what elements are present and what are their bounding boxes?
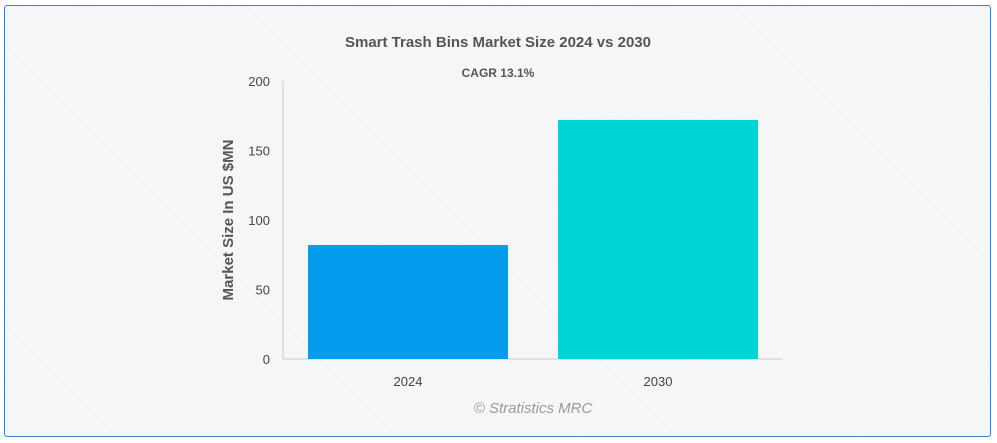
y-tick-label: 150 <box>248 144 270 159</box>
bar-2024[interactable] <box>308 245 508 359</box>
chart-title: Smart Trash Bins Market Size 2024 vs 203… <box>345 34 651 51</box>
y-tick-label: 50 <box>256 283 270 298</box>
bars <box>308 119 758 359</box>
x-tick-label: 2024 <box>394 374 423 389</box>
y-tick-label: 0 <box>263 352 270 367</box>
credit-text: © Stratistics MRC <box>474 400 593 417</box>
y-tick-label: 100 <box>248 213 270 228</box>
bar-2030[interactable] <box>558 119 758 359</box>
chart-subtitle: CAGR 13.1% <box>462 66 535 80</box>
x-tick-labels: 2024 2030 <box>394 374 673 389</box>
chart-frame <box>4 5 991 437</box>
y-tick-labels: 0 50 100 150 200 <box>248 74 270 367</box>
x-tick-label: 2030 <box>644 374 673 389</box>
y-tick-label: 200 <box>248 74 270 89</box>
y-axis-label: Market Size In US $MN <box>220 140 237 301</box>
